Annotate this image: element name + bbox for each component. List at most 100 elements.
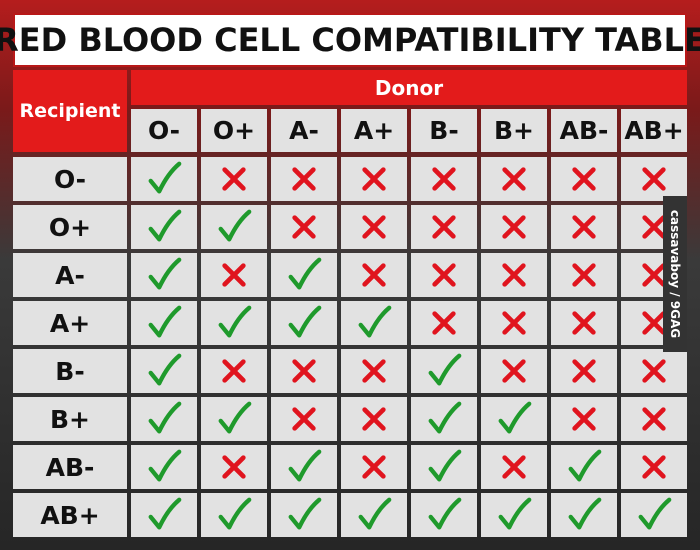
check-icon [218, 209, 252, 242]
cross-icon [502, 263, 526, 287]
cross-icon [362, 455, 386, 479]
check-icon [428, 497, 462, 530]
compatible-cell [201, 301, 267, 345]
watermark: cassavaboy / 9GAG [663, 196, 687, 352]
incompatible-cell [271, 349, 337, 393]
cross-icon [222, 359, 246, 383]
check-icon [358, 497, 392, 530]
incompatible-cell [411, 157, 477, 201]
cross-icon [292, 359, 316, 383]
cross-icon [572, 407, 596, 431]
cross-icon [572, 359, 596, 383]
compatible-cell [131, 301, 197, 345]
cross-icon [502, 215, 526, 239]
check-icon [498, 497, 532, 530]
cross-icon [292, 167, 316, 191]
cross-icon [432, 263, 456, 287]
check-icon [218, 497, 252, 530]
incompatible-cell [481, 205, 547, 249]
cross-icon [432, 215, 456, 239]
recipient-row-header: O+ [13, 205, 127, 249]
cross-icon [292, 407, 316, 431]
incompatible-cell [201, 445, 267, 489]
watermark-text: cassavaboy / 9GAG [668, 209, 682, 339]
cross-icon [362, 215, 386, 239]
incompatible-cell [411, 301, 477, 345]
recipient-row-header: AB- [13, 445, 127, 489]
check-icon [148, 257, 182, 290]
cross-icon [502, 455, 526, 479]
cross-icon [642, 407, 666, 431]
cross-icon [432, 311, 456, 335]
recipient-row-header: A+ [13, 301, 127, 345]
incompatible-cell [481, 157, 547, 201]
compatible-cell [271, 253, 337, 297]
compatible-cell [271, 493, 337, 537]
check-icon [428, 401, 462, 434]
incompatible-cell [621, 157, 687, 201]
incompatible-cell [341, 397, 407, 441]
incompatible-cell [411, 205, 477, 249]
cross-icon [642, 215, 666, 239]
incompatible-cell [481, 445, 547, 489]
compatible-cell [271, 445, 337, 489]
compatible-cell [131, 157, 197, 201]
donor-header: Donor [131, 70, 687, 105]
cross-icon [222, 167, 246, 191]
compatible-cell [131, 397, 197, 441]
cross-icon [642, 311, 666, 335]
cross-icon [362, 263, 386, 287]
incompatible-cell [621, 349, 687, 393]
cross-icon [642, 455, 666, 479]
recipient-header: Recipient [13, 70, 127, 152]
check-icon [288, 305, 322, 338]
cross-icon [502, 311, 526, 335]
check-icon [428, 353, 462, 386]
check-icon [148, 305, 182, 338]
compatible-cell [131, 205, 197, 249]
cross-icon [222, 455, 246, 479]
cross-icon [572, 215, 596, 239]
incompatible-cell [551, 157, 617, 201]
check-icon [288, 449, 322, 482]
page-title: RED BLOOD CELL COMPATIBILITY TABLE [0, 13, 700, 67]
recipient-row-header: O- [13, 157, 127, 201]
cross-icon [362, 359, 386, 383]
donor-column-header: B+ [481, 109, 547, 152]
check-icon [568, 497, 602, 530]
incompatible-cell [481, 301, 547, 345]
check-icon [148, 401, 182, 434]
compatible-cell [341, 493, 407, 537]
donor-column-header: O+ [201, 109, 267, 152]
cross-icon [222, 263, 246, 287]
incompatible-cell [551, 205, 617, 249]
compatible-cell [201, 493, 267, 537]
check-icon [288, 257, 322, 290]
compatible-cell [341, 301, 407, 345]
cross-icon [572, 311, 596, 335]
check-icon [148, 209, 182, 242]
cross-icon [362, 167, 386, 191]
compatible-cell [201, 205, 267, 249]
compatible-cell [131, 349, 197, 393]
check-icon [638, 497, 672, 530]
incompatible-cell [341, 157, 407, 201]
incompatible-cell [271, 157, 337, 201]
check-icon [358, 305, 392, 338]
compatible-cell [551, 445, 617, 489]
compatible-cell [621, 493, 687, 537]
compatible-cell [481, 397, 547, 441]
compatible-cell [201, 397, 267, 441]
donor-column-header: AB+ [621, 109, 687, 152]
incompatible-cell [481, 253, 547, 297]
cross-icon [642, 359, 666, 383]
compatible-cell [131, 493, 197, 537]
cross-icon [642, 167, 666, 191]
incompatible-cell [621, 397, 687, 441]
check-icon [218, 401, 252, 434]
cross-icon [502, 359, 526, 383]
compatible-cell [481, 493, 547, 537]
compatible-cell [411, 445, 477, 489]
incompatible-cell [341, 445, 407, 489]
donor-column-header: B- [411, 109, 477, 152]
